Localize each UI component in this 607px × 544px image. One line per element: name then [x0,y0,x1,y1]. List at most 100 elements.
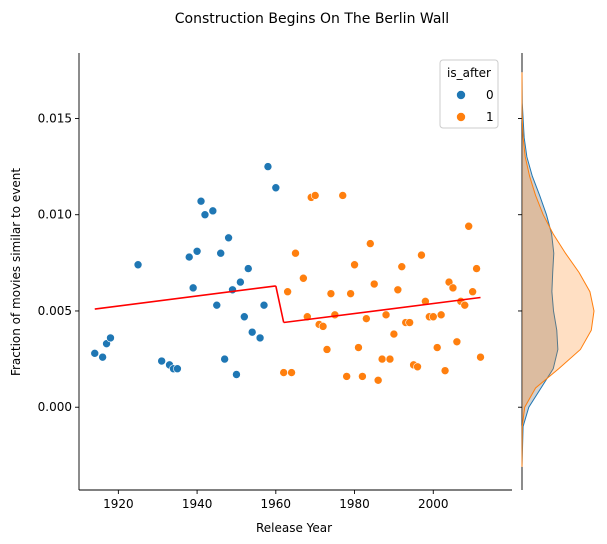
data-point-series-0 [232,370,241,379]
data-point-series-1 [397,262,407,271]
data-point-series-1 [472,264,481,273]
legend-frame [439,59,499,129]
legend-marker-0 [456,90,466,100]
legend-title: is_after [447,66,491,80]
data-point-series-1 [440,366,450,375]
data-point-series-1 [377,354,387,364]
data-point-series-1 [310,191,320,200]
y-tick-label: 0.005 [38,304,72,318]
data-point-series-1 [346,289,355,298]
data-point-series-1 [421,297,430,306]
data-point-series-1 [330,310,340,320]
legend: is_after 01 [439,59,499,129]
data-point-series-0 [224,233,233,243]
data-point-series-1 [373,375,383,385]
data-point-series-0 [90,349,100,358]
kde-line-series-1 [521,72,595,467]
main-plot: 1920 1940 1960 1980 2000 0.000 0.005 0.010 0.01… [38,53,512,511]
x-tick-label: 1920 [103,497,134,511]
data-point-series-1 [287,368,296,377]
data-point-series-1 [338,191,348,200]
data-point-series-0 [243,264,253,273]
data-point-series-1 [428,312,438,322]
data-point-series-1 [476,352,485,362]
data-point-series-0 [271,183,281,193]
kde-fill-series-0 [522,72,558,467]
data-point-series-1 [452,337,462,347]
data-point-series-0 [255,333,265,343]
data-point-series-1 [279,368,288,377]
marginal-kde [518,53,595,490]
y-axis-label: Fraction of movies similar to event [9,168,23,376]
x-ticks: 1920 1940 1960 1980 2000 [103,490,449,511]
kde-fill-series-1 [522,72,594,467]
fit-line-segment [94,285,276,310]
y-tick-label: 0.000 [38,400,72,414]
data-points [90,162,485,385]
fit-line-segment [283,296,481,324]
fit-lines [94,285,481,324]
legend-entries: 01 [456,88,494,124]
data-point-series-1 [283,287,292,297]
data-point-series-1 [460,300,470,310]
marginal-ticks [518,118,522,408]
data-point-series-0 [188,283,198,293]
data-point-series-1 [322,345,332,354]
data-point-series-0 [98,352,107,362]
data-point-series-1 [417,250,426,260]
data-point-series-0 [220,354,229,364]
data-point-series-0 [196,196,206,206]
chart-title: Construction Begins On The Berlin Wall [175,11,449,27]
data-point-series-1 [299,273,308,283]
data-point-series-1 [358,372,367,381]
legend-label-0: 0 [486,88,494,102]
data-point-series-0 [259,300,269,310]
data-point-series-1 [405,318,414,327]
y-ticks: 0.000 0.005 0.010 0.015 [38,111,79,414]
fit-line-segment [275,285,285,323]
legend-label-1: 1 [486,110,494,124]
data-point-series-1 [432,343,442,352]
data-point-series-0 [216,248,226,258]
data-point-series-1 [393,285,403,295]
x-tick-label: 1940 [182,497,213,511]
data-point-series-0 [192,246,202,256]
data-point-series-1 [385,354,395,364]
data-point-series-1 [413,362,422,372]
data-point-series-0 [247,327,257,337]
data-point-series-0 [240,312,249,322]
data-point-series-1 [291,248,300,258]
data-point-series-0 [208,206,218,216]
data-point-series-0 [106,333,115,343]
data-point-series-0 [184,252,194,262]
x-tick-label: 2000 [418,497,449,511]
data-point-series-1 [448,283,458,293]
legend-marker-1 [456,112,466,122]
data-point-series-1 [389,329,399,339]
data-point-series-1 [342,372,351,381]
y-tick-label: 0.010 [38,208,72,222]
data-point-series-0 [173,364,182,374]
data-point-series-1 [365,239,375,248]
data-point-series-0 [157,356,166,366]
data-point-series-1 [318,322,328,331]
x-tick-label: 1960 [261,497,292,511]
x-tick-label: 1980 [339,497,370,511]
data-point-series-0 [200,210,210,220]
data-point-series-1 [468,287,477,297]
data-point-series-1 [354,343,363,352]
data-point-series-1 [350,260,359,270]
data-point-series-0 [133,260,143,270]
data-point-series-0 [236,277,245,287]
data-point-series-0 [212,300,222,310]
data-point-series-1 [326,289,336,298]
data-point-series-1 [362,314,371,323]
x-axis-label: Release Year [256,521,332,535]
kde-line-series-0 [521,72,559,467]
data-point-series-1 [369,279,379,289]
y-tick-label: 0.015 [38,111,72,125]
data-point-series-0 [263,162,273,171]
data-point-series-1 [381,310,391,320]
data-point-series-1 [436,310,446,320]
